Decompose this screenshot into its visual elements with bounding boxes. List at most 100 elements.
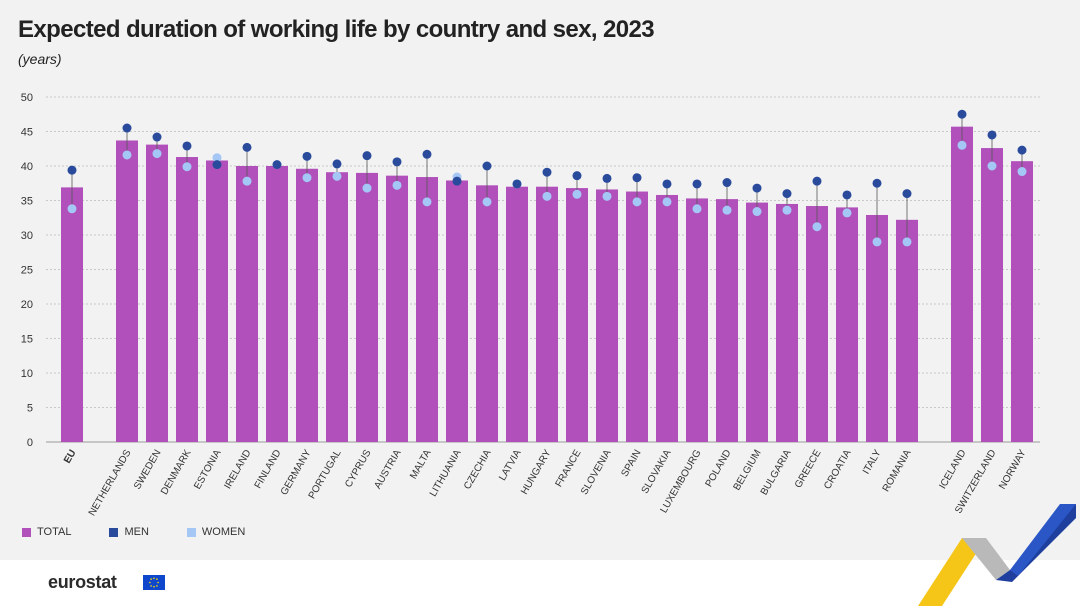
dot-men-italy bbox=[872, 178, 882, 188]
dot-men-germany bbox=[302, 151, 312, 161]
x-tick-label: BULGARIA bbox=[759, 448, 794, 498]
x-tick-label: LATVIA bbox=[497, 448, 524, 483]
bar-chart: 0 5 10 15 20 25 30 35 40 45 50 EU NETHERLANDSSWEDEND… bbox=[21, 92, 1040, 518]
dot-women-greece bbox=[812, 222, 822, 232]
dot-men-switzerland bbox=[987, 130, 997, 140]
dot-men-hungary bbox=[542, 167, 552, 177]
bar-total-croatia bbox=[836, 207, 858, 442]
dot-men-netherlands bbox=[122, 123, 132, 133]
footer bbox=[0, 560, 1080, 606]
dot-men-cyprus bbox=[362, 151, 372, 161]
dot-men-bulgaria bbox=[782, 189, 792, 199]
bar-total-hungary bbox=[536, 186, 558, 442]
dot-men-portugal bbox=[332, 159, 342, 169]
x-tick-label: NORWAY bbox=[997, 448, 1029, 492]
dot-men-france bbox=[572, 171, 582, 181]
legend-swatch-men bbox=[109, 527, 119, 537]
dot-women-iceland bbox=[957, 140, 967, 150]
bar-total-sweden bbox=[146, 144, 168, 443]
x-tick-label: GERMANY bbox=[279, 448, 314, 498]
dot-men-slovenia bbox=[602, 173, 612, 183]
dot-women-luxembourg bbox=[692, 204, 702, 214]
dot-men-spain bbox=[632, 173, 642, 183]
x-tick-label: BELGIUM bbox=[732, 448, 764, 492]
bar-total-spain bbox=[626, 191, 648, 442]
dot-women-norway bbox=[1017, 167, 1027, 177]
dot-men-norway bbox=[1017, 145, 1027, 155]
dot-men-belgium bbox=[752, 183, 762, 193]
dot-women-hungary bbox=[542, 191, 552, 201]
dot-men-eu bbox=[67, 165, 77, 175]
x-tick-label: ROMANIA bbox=[881, 448, 914, 494]
dot-women-cyprus bbox=[362, 183, 372, 193]
dot-men-estonia bbox=[212, 160, 222, 170]
x-tick-label: ITALY bbox=[861, 448, 884, 477]
dot-men-finland bbox=[272, 160, 282, 170]
bar-total-czechia bbox=[476, 185, 498, 442]
dot-women-switzerland bbox=[987, 161, 997, 171]
bar-total-austria bbox=[386, 175, 408, 442]
dot-men-luxembourg bbox=[692, 179, 702, 189]
legend-swatch-total bbox=[22, 527, 31, 537]
decorative-chevron-graphic bbox=[918, 504, 1076, 606]
dot-women-austria bbox=[392, 180, 402, 190]
dot-men-croatia bbox=[842, 190, 852, 200]
bar-total-lithuania bbox=[446, 180, 468, 443]
x-tick-label: SPAIN bbox=[619, 448, 643, 479]
dot-women-slovakia bbox=[662, 197, 672, 207]
legend-item-total: TOTAL bbox=[22, 526, 71, 538]
bar-total-denmark bbox=[176, 157, 198, 442]
y-tick-label: 45 bbox=[21, 127, 33, 139]
x-tick-label: CROATIA bbox=[822, 448, 854, 492]
eurostat-logo: eurostat bbox=[48, 572, 117, 592]
bar-total-germany bbox=[296, 168, 318, 442]
y-tick-label: 10 bbox=[21, 368, 33, 380]
dot-layer bbox=[67, 109, 1027, 247]
x-tick-label: IRELAND bbox=[222, 448, 253, 491]
bar-total-belgium bbox=[746, 202, 768, 442]
bar-total-eu bbox=[61, 187, 83, 442]
bar-total-italy bbox=[866, 214, 888, 442]
y-tick-label: 50 bbox=[21, 92, 33, 104]
dot-women-portugal bbox=[332, 171, 342, 181]
bar-total-romania bbox=[896, 219, 918, 442]
x-tick-label: CZECHIA bbox=[462, 448, 494, 492]
x-tick-label: FINLAND bbox=[253, 448, 284, 491]
bar-total-france bbox=[566, 188, 588, 442]
bar-total-slovenia bbox=[596, 189, 618, 442]
x-tick-label: POLAND bbox=[704, 448, 734, 489]
chart-title: Expected duration of working life by cou… bbox=[18, 16, 655, 43]
x-tick-label: CYPRUS bbox=[343, 448, 374, 490]
dot-men-slovakia bbox=[662, 179, 672, 189]
dot-men-ireland bbox=[242, 142, 252, 152]
dot-men-greece bbox=[812, 176, 822, 186]
dot-women-czechia bbox=[482, 197, 492, 207]
dot-men-poland bbox=[722, 178, 732, 188]
dot-women-italy bbox=[872, 237, 882, 247]
x-tick-label: ESTONIA bbox=[192, 448, 224, 492]
legend-item-women: WOMEN bbox=[186, 526, 245, 538]
dot-women-netherlands bbox=[122, 150, 132, 160]
bar-layer bbox=[61, 126, 1033, 443]
bar-total-bulgaria bbox=[776, 203, 798, 442]
bar-total-slovakia bbox=[656, 194, 678, 442]
x-tick-label: ICELAND bbox=[937, 448, 968, 491]
dot-women-estonia bbox=[212, 153, 222, 163]
bar-total-cyprus bbox=[356, 172, 378, 442]
legend-item-men: MEN bbox=[109, 526, 149, 538]
dot-women-croatia bbox=[842, 208, 852, 218]
bar-total-estonia bbox=[206, 160, 228, 443]
y-tick-label: 5 bbox=[27, 403, 33, 415]
x-tick-label: SLOVAKIA bbox=[640, 448, 674, 496]
dot-women-denmark bbox=[182, 162, 192, 172]
y-tick-label: 35 bbox=[21, 196, 33, 208]
bar-total-ireland bbox=[236, 166, 258, 442]
x-tick-label: GREECE bbox=[793, 448, 824, 490]
legend-label-men: MEN bbox=[124, 526, 149, 538]
dot-women-belgium bbox=[752, 207, 762, 217]
chart-subtitle: (years) bbox=[18, 51, 62, 67]
dot-women-romania bbox=[902, 237, 912, 247]
x-tick-label: DENMARK bbox=[159, 448, 194, 497]
x-tick-label: HUNGARY bbox=[519, 448, 554, 497]
dot-women-bulgaria bbox=[782, 205, 792, 215]
